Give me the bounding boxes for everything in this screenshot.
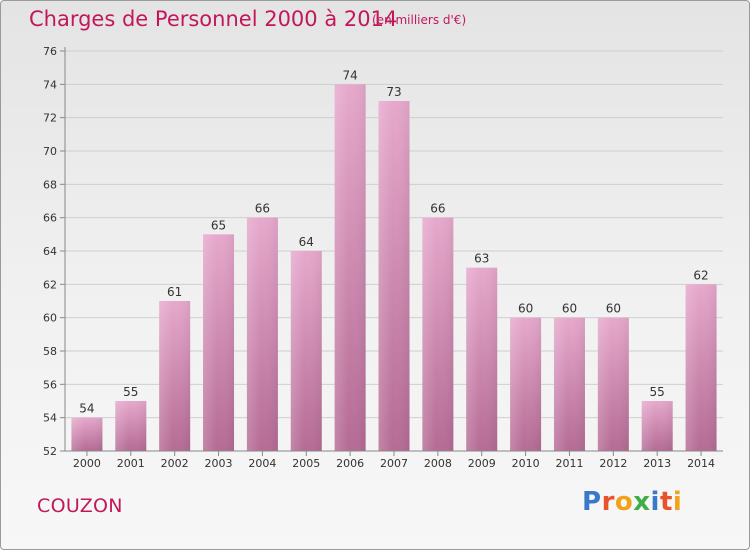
bar-sheen-2006 (334, 84, 366, 451)
bar-sheen-2000 (71, 417, 103, 451)
bar-sheen-2011 (553, 317, 585, 451)
value-label-2013: 55 (650, 385, 665, 399)
logo-letter: o (614, 487, 634, 517)
bar-sheen-2009 (466, 267, 498, 451)
commune-name: COUZON (37, 495, 123, 517)
bar-sheen-2010 (510, 317, 542, 451)
x-tick-label-2011: 2011 (555, 457, 583, 470)
y-tick-label: 54 (43, 412, 57, 425)
y-tick-label: 56 (43, 378, 57, 391)
logo-letter: i (672, 487, 683, 517)
x-tick-label-2008: 2008 (424, 457, 452, 470)
bar-sheen-2002 (159, 301, 191, 451)
value-label-2001: 55 (123, 385, 138, 399)
logo-letter: i (650, 487, 660, 517)
y-tick-label: 58 (43, 345, 57, 358)
value-label-2000: 54 (79, 402, 94, 416)
logo-letter: x (633, 487, 651, 517)
x-tick-label-2012: 2012 (599, 457, 627, 470)
value-label-2010: 60 (518, 302, 533, 316)
x-tick-label-2004: 2004 (248, 457, 276, 470)
bar-sheen-2005 (290, 251, 322, 451)
logo-letter: t (659, 487, 673, 517)
y-tick-label: 76 (43, 45, 57, 58)
x-tick-label-2013: 2013 (643, 457, 671, 470)
bars: 54 55 61 65 66 64 74 73 66 63 60 60 60 55 62 (71, 68, 717, 451)
logo-letter: r (601, 487, 615, 517)
x-tick-label-2007: 2007 (380, 457, 408, 470)
y-tick-label: 60 (43, 312, 57, 325)
axes: 52 54 56 58 60 62 64 66 68 70 72 74 76 2000 2001 2002 20… (43, 45, 723, 470)
value-label-2006: 74 (342, 68, 357, 82)
value-label-2004: 66 (255, 202, 270, 216)
value-label-2005: 64 (299, 235, 314, 249)
logo-letter: P (582, 487, 602, 517)
x-tick-label-2014: 2014 (687, 457, 715, 470)
bar-sheen-2004 (246, 217, 278, 451)
x-tick-label-2001: 2001 (117, 457, 145, 470)
y-tick-label: 66 (43, 212, 57, 225)
value-label-2003: 65 (211, 218, 226, 232)
bar-sheen-2014 (685, 284, 717, 451)
bar-sheen-2007 (378, 101, 410, 451)
bar-sheen-2012 (597, 317, 629, 451)
value-label-2002: 61 (167, 285, 182, 299)
x-tick-label-2010: 2010 (512, 457, 540, 470)
y-tick-label: 72 (43, 112, 57, 125)
value-label-2009: 63 (474, 252, 489, 266)
x-tick-label-2005: 2005 (292, 457, 320, 470)
bar-sheen-2008 (422, 217, 454, 451)
unit-note: (en milliers d'€) (372, 13, 467, 27)
x-tick-label-2009: 2009 (468, 457, 496, 470)
x-tick-label-2006: 2006 (336, 457, 364, 470)
y-tick-label: 62 (43, 278, 57, 291)
chart-title: Charges de Personnel 2000 à 2014 (29, 7, 398, 31)
y-tick-label: 74 (43, 78, 57, 91)
x-tick-label-2002: 2002 (161, 457, 189, 470)
value-label-2008: 66 (430, 202, 445, 216)
value-label-2011: 60 (562, 302, 577, 316)
value-label-2007: 73 (386, 85, 401, 99)
y-tick-label: 68 (43, 178, 57, 191)
y-tick-label: 52 (43, 445, 57, 458)
value-label-2014: 62 (693, 268, 708, 282)
value-label-2012: 60 (606, 302, 621, 316)
bar-sheen-2003 (203, 234, 235, 451)
x-tick-label-2003: 2003 (205, 457, 233, 470)
y-tick-label: 70 (43, 145, 57, 158)
x-tick-label-2000: 2000 (73, 457, 101, 470)
proxiti-logo: Proxiti (582, 487, 682, 517)
bar-sheen-2001 (115, 401, 147, 451)
bar-sheen-2013 (641, 401, 673, 451)
y-tick-label: 64 (43, 245, 57, 258)
